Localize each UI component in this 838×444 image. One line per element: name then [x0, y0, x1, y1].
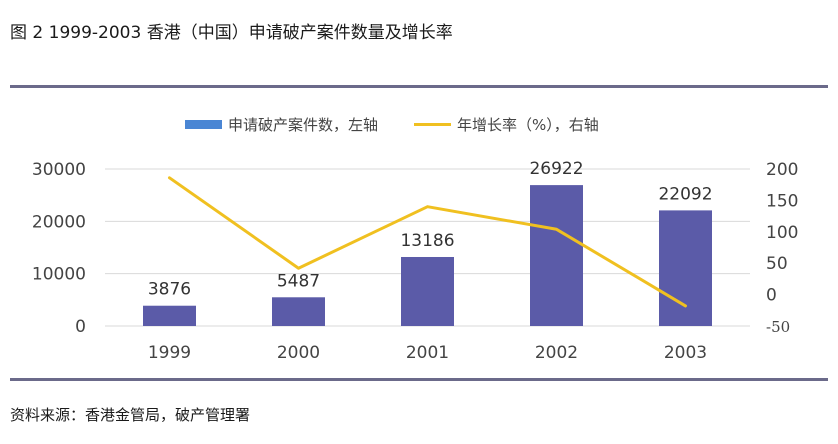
bar — [272, 297, 325, 326]
x-axis-tick: 2000 — [277, 343, 320, 363]
legend-item-bar: 申请破产案件数，左轴 — [185, 114, 378, 135]
right-axis-tick: -50 — [766, 318, 790, 336]
legend-line-label: 年增长率（%），右轴 — [457, 116, 599, 134]
left-axis-tick: 20000 — [32, 212, 86, 232]
bar — [401, 256, 454, 326]
bar-data-label: 13186 — [400, 231, 454, 251]
bar — [530, 185, 583, 326]
legend: 申请破产案件数，左轴 年增长率（%），右轴 — [185, 114, 635, 135]
x-axis-tick: 2002 — [535, 343, 578, 363]
right-axis-tick: 150 — [766, 191, 798, 211]
bar-swatch-icon — [185, 120, 222, 129]
bar-data-label: 5487 — [277, 271, 320, 291]
x-axis-tick: 2001 — [406, 343, 449, 363]
x-axis-tick: 2003 — [664, 343, 707, 363]
bar — [143, 305, 196, 326]
source-note: 资料来源：香港金管局，破产管理署 — [10, 406, 251, 424]
left-axis-tick: 0 — [75, 317, 86, 337]
chart-title: 图 2 1999-2003 香港（中国）申请破产案件数量及增长率 — [10, 23, 453, 43]
bar-data-label: 22092 — [658, 184, 712, 204]
legend-item-line: 年增长率（%），右轴 — [414, 114, 599, 135]
bar — [659, 210, 712, 326]
top-divider — [10, 85, 828, 88]
bar-data-label: 26922 — [529, 159, 583, 179]
growth-rate-line — [168, 176, 687, 308]
legend-bar-label: 申请破产案件数，左轴 — [228, 116, 379, 134]
left-axis-tick: 30000 — [32, 160, 86, 180]
bar-data-label: 3876 — [148, 280, 191, 300]
right-axis-tick: 50 — [766, 254, 788, 274]
line-swatch-icon — [414, 123, 452, 126]
right-axis-tick: 200 — [766, 160, 798, 180]
right-axis-tick: 100 — [766, 223, 798, 243]
x-axis-tick: 1999 — [148, 343, 191, 363]
bottom-divider — [10, 378, 828, 381]
left-axis-tick: 10000 — [32, 265, 86, 285]
right-axis-tick: 0 — [766, 286, 777, 306]
